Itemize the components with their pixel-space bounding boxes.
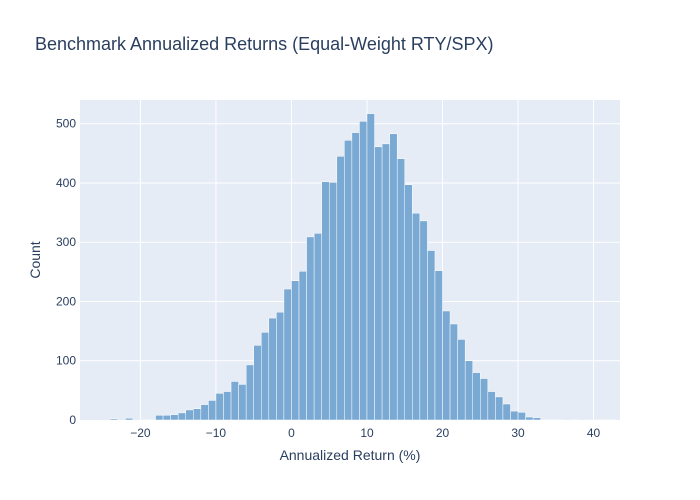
histogram-bar: [155, 415, 164, 421]
x-tick-label: −10: [206, 426, 227, 440]
histogram-bar: [268, 317, 277, 421]
histogram-bar: [140, 419, 149, 421]
histogram-bar: [427, 250, 436, 421]
histogram-bar: [162, 415, 171, 421]
histogram-bar: [170, 414, 179, 421]
y-tick-label: 0: [69, 413, 76, 427]
x-tick-label: 30: [511, 426, 525, 440]
histogram-bar: [208, 400, 217, 421]
chart-title: Benchmark Annualized Returns (Equal-Weig…: [35, 34, 494, 54]
histogram-bar: [457, 339, 466, 421]
histogram-bar: [238, 384, 247, 421]
histogram-bar: [525, 416, 534, 421]
histogram-bar: [434, 270, 443, 421]
x-tick-label: −20: [130, 426, 151, 440]
histogram-bar: [261, 332, 270, 421]
y-tick-label: 400: [56, 176, 76, 190]
y-tick-label: 100: [56, 354, 76, 368]
y-axis-title: Count: [27, 241, 43, 278]
histogram-bar: [502, 403, 511, 421]
histogram-bar: [517, 412, 526, 421]
x-tick-label: 10: [360, 426, 374, 440]
histogram-bar: [223, 391, 232, 421]
histogram-bar: [374, 146, 383, 421]
histogram-bar: [532, 417, 541, 421]
x-tick-label: 20: [436, 426, 450, 440]
histogram-bar: [351, 132, 360, 421]
histogram-bar: [336, 156, 345, 421]
histogram-bar: [412, 212, 421, 421]
histogram-bar: [472, 372, 481, 421]
histogram-bar: [404, 184, 413, 421]
histogram-bar: [555, 419, 564, 421]
histogram-bar: [147, 419, 156, 421]
y-tick-label: 300: [56, 235, 76, 249]
histogram-bar: [600, 419, 609, 421]
histogram-bar: [253, 345, 262, 421]
histogram-bar: [593, 419, 602, 421]
histogram-bar: [570, 419, 579, 421]
histogram-bar: [464, 360, 473, 421]
histogram-bar: [328, 182, 338, 421]
histogram-bar: [359, 121, 368, 421]
histogram-bar: [495, 396, 504, 421]
histogram-bar: [608, 419, 617, 421]
histogram-bar: [125, 417, 134, 421]
histogram-bar: [298, 271, 307, 421]
histogram-bar: [480, 378, 489, 421]
histogram-bar: [109, 418, 119, 421]
x-axis-title: Annualized Return (%): [280, 447, 421, 463]
x-axis-ticks: −20 −10 0 10 20 30 40: [130, 426, 600, 440]
histogram-bar: [230, 381, 239, 421]
histogram-bar: [200, 404, 209, 421]
histogram-bar: [389, 133, 398, 421]
histogram-bar: [215, 393, 224, 421]
histogram-bar: [381, 143, 390, 421]
histogram-bar: [193, 408, 202, 421]
y-tick-label: 200: [56, 294, 76, 308]
histogram-bar: [442, 310, 451, 421]
histogram-bar: [540, 419, 549, 421]
histogram-bar: [366, 113, 375, 421]
y-tick-label: 500: [56, 117, 76, 131]
histogram-bar: [419, 220, 428, 421]
histogram-bar: [276, 311, 285, 421]
histogram-bar: [449, 323, 458, 421]
histogram-bar: [185, 409, 194, 421]
histogram-bar: [344, 140, 353, 421]
histogram-bar: [510, 410, 519, 421]
histogram-bar: [487, 391, 496, 421]
histogram-bar: [548, 419, 557, 421]
y-axis-ticks: 0 100 200 300 400 500: [56, 117, 76, 427]
histogram-bar: [321, 181, 330, 421]
histogram-bar: [396, 158, 406, 421]
histogram-bar: [313, 233, 322, 421]
histogram-bar: [585, 419, 594, 421]
histogram-bar: [283, 288, 292, 421]
histogram-bar: [177, 412, 186, 421]
x-tick-label: 40: [587, 426, 601, 440]
bars: [109, 113, 617, 421]
histogram-bar: [306, 236, 315, 421]
histogram-bar: [245, 364, 254, 421]
x-tick-label: 0: [288, 426, 295, 440]
histogram-bar: [291, 280, 300, 421]
